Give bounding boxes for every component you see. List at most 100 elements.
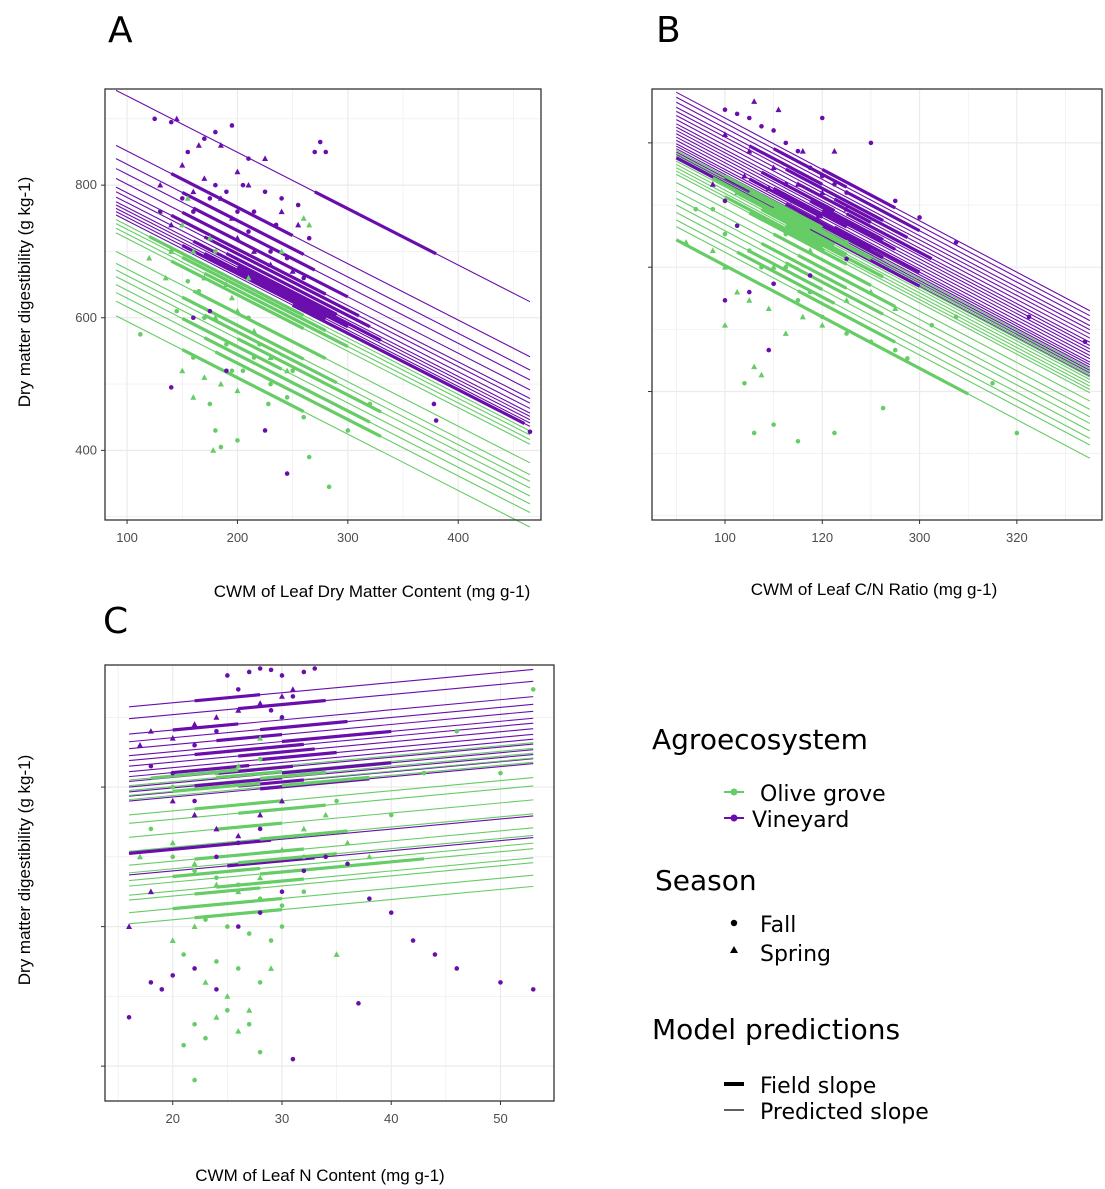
point-vineyard-fall	[279, 715, 285, 720]
point-olive-spring	[206, 234, 213, 241]
point-olive-spring	[306, 221, 313, 228]
field-slope-line	[724, 195, 824, 250]
x-tick-label: 200	[227, 530, 249, 545]
point-olive-fall	[170, 784, 176, 790]
point-olive-spring	[190, 248, 197, 254]
point-vineyard-fall	[213, 182, 218, 188]
predicted-slope-line	[115, 168, 531, 381]
point-vineyard-fall	[235, 924, 241, 929]
point-vineyard-fall	[191, 209, 196, 214]
point-vineyard-fall	[192, 798, 197, 804]
panel-b-xlabel: CWM of Leaf C/N Ratio (mg g-1)	[751, 580, 998, 599]
point-olive-fall	[192, 1077, 197, 1083]
point-vineyard-fall	[235, 840, 241, 846]
point-vineyard-spring	[257, 700, 264, 706]
point-olive-spring	[799, 313, 806, 320]
point-vineyard-spring	[235, 832, 242, 839]
field-slope-line	[192, 239, 338, 316]
point-olive-spring	[746, 297, 753, 303]
field-slope-line	[236, 337, 382, 414]
point-olive-fall	[819, 314, 825, 320]
point-vineyard-spring	[228, 215, 235, 221]
point-vineyard-fall	[257, 666, 263, 671]
point-vineyard-fall	[345, 861, 350, 867]
point-olive-fall	[929, 322, 935, 328]
point-vineyard-spring	[168, 221, 175, 228]
field-slope-line	[238, 803, 326, 815]
predicted-slope-line	[128, 857, 534, 896]
field-slope-line	[181, 191, 305, 256]
point-olive-fall	[759, 264, 764, 270]
point-olive-fall	[203, 917, 208, 922]
point-vineyard-fall	[157, 209, 163, 214]
point-vineyard-spring	[794, 181, 801, 187]
field-slope-line	[238, 698, 326, 711]
point-vineyard-fall	[251, 209, 257, 214]
point-olive-spring	[191, 860, 198, 867]
point-vineyard-spring	[289, 686, 296, 692]
point-olive-fall	[722, 231, 728, 237]
field-slope-line	[821, 167, 896, 210]
point-olive-spring	[709, 247, 716, 254]
field-slope-line	[194, 908, 283, 920]
point-vineyard-fall	[722, 107, 728, 113]
field-slope-line	[760, 241, 848, 290]
point-olive-spring	[168, 248, 175, 254]
point-vineyard-spring	[136, 742, 143, 748]
point-vineyard-fall	[746, 289, 752, 295]
legend-vineyard-label: Vineyard	[752, 808, 849, 833]
point-vineyard-spring	[819, 189, 826, 196]
point-olive-fall	[148, 826, 154, 832]
point-olive-spring	[202, 979, 209, 985]
point-olive-spring	[807, 247, 814, 254]
point-olive-fall	[174, 308, 180, 314]
point-olive-spring	[322, 811, 329, 818]
point-olive-fall	[246, 931, 252, 936]
point-vineyard-fall	[301, 868, 307, 874]
x-tick-label: 50	[493, 1111, 507, 1126]
point-vineyard-spring	[262, 155, 269, 162]
point-olive-fall	[284, 395, 290, 400]
legend-spring-label: Spring	[760, 942, 831, 967]
point-olive-spring	[278, 846, 285, 853]
point-vineyard-fall	[1082, 339, 1088, 345]
point-vineyard-spring	[191, 811, 198, 818]
point-vineyard-fall	[214, 728, 219, 734]
point-vineyard-fall	[917, 215, 922, 220]
point-vineyard-spring	[179, 162, 186, 168]
point-olive-spring	[683, 239, 690, 245]
legend-olive-dot	[730, 788, 738, 796]
field-slope-line	[181, 348, 305, 414]
point-olive-fall	[192, 868, 197, 874]
field-slope-line	[203, 313, 338, 385]
field-slope-line	[736, 191, 836, 247]
point-vineyard-fall	[844, 256, 849, 262]
point-vineyard-spring	[173, 115, 180, 122]
point-vineyard-fall	[284, 471, 290, 476]
point-vineyard-fall	[214, 987, 219, 992]
point-olive-spring	[892, 305, 899, 312]
point-olive-fall	[795, 438, 801, 444]
x-tick-label: 40	[384, 1111, 398, 1126]
x-tick-label: 20	[165, 1111, 179, 1126]
point-olive-fall	[213, 428, 218, 433]
field-slope-line	[203, 252, 349, 329]
field-slope-line	[128, 838, 272, 855]
point-olive-spring	[234, 307, 241, 314]
point-olive-fall	[191, 355, 196, 360]
field-slope-line	[214, 350, 382, 438]
point-olive-fall	[819, 248, 825, 253]
point-vineyard-fall	[771, 128, 776, 133]
point-vineyard-fall	[306, 235, 312, 241]
field-slope-line	[170, 213, 327, 296]
x-tick-label: 320	[1006, 530, 1028, 545]
predicted-slope-line	[676, 197, 1091, 418]
x-tick-label: 300	[337, 530, 359, 545]
panel-label-b: B	[656, 10, 681, 51]
point-olive-fall	[301, 889, 307, 895]
point-olive-fall	[334, 798, 339, 804]
point-vineyard-spring	[169, 797, 176, 804]
point-vineyard-fall	[783, 140, 789, 146]
field-slope-line	[736, 250, 836, 305]
point-vineyard-spring	[217, 142, 224, 148]
